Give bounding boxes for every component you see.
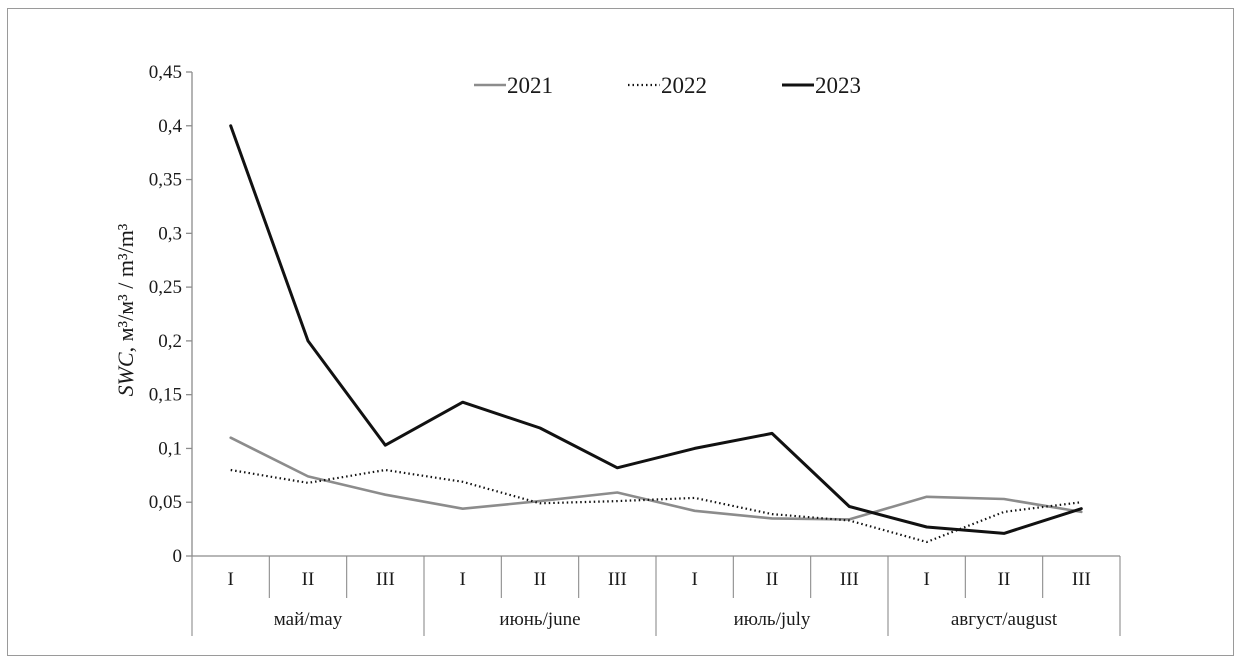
x-tick-label: III <box>608 569 627 590</box>
y-tick-label: 0,15 <box>149 385 182 406</box>
y-tick-label: 0,1 <box>158 438 182 459</box>
series-line-2022 <box>230 468 1082 544</box>
chart-frame <box>7 8 1234 656</box>
y-axis-label-unit: , м³/м³ / m³/m³ <box>113 223 138 352</box>
legend-label-2021: 2021 <box>507 73 553 98</box>
legend-label-2023: 2023 <box>815 73 861 98</box>
x-tick-label: I <box>692 569 698 590</box>
x-group-label: август/august <box>951 609 1058 630</box>
legend: 2021 2022 2023 <box>474 73 861 98</box>
axes: 00,050,10,150,20,250,30,350,40,45I II III I… <box>149 62 1121 636</box>
x-tick-label: II <box>302 569 315 590</box>
x-tick-label: II <box>998 569 1011 590</box>
y-tick-label: 0,35 <box>149 170 182 191</box>
x-tick-label: I <box>924 569 930 590</box>
x-tick-label: III <box>840 569 859 590</box>
x-tick-label: I <box>228 569 234 590</box>
x-tick-label: II <box>766 569 779 590</box>
y-tick-label: 0 <box>173 546 183 567</box>
series-lines <box>229 124 1083 544</box>
y-tick-label: 0,45 <box>149 62 182 83</box>
x-tick-label: III <box>1072 569 1091 590</box>
y-tick-label: 0,25 <box>149 277 182 298</box>
x-tick-label: I <box>460 569 466 590</box>
x-tick-label: III <box>376 569 395 590</box>
x-tick-label: II <box>534 569 547 590</box>
series-line-2023 <box>229 124 1083 535</box>
y-axis-label-variable: SWC <box>113 352 138 396</box>
x-group-label: май/may <box>274 609 343 630</box>
y-axis-label: SWC, м³/м³ / m³/m³ <box>113 223 138 396</box>
series-line-2021 <box>229 436 1083 521</box>
y-tick-label: 0,3 <box>158 223 182 244</box>
y-tick-label: 0,2 <box>158 331 182 352</box>
y-tick-label: 0,05 <box>149 492 182 513</box>
y-tick-label: 0,4 <box>158 116 182 137</box>
x-group-label: июнь/june <box>499 609 580 630</box>
legend-label-2022: 2022 <box>661 73 707 98</box>
x-group-label: июль/july <box>734 609 811 630</box>
